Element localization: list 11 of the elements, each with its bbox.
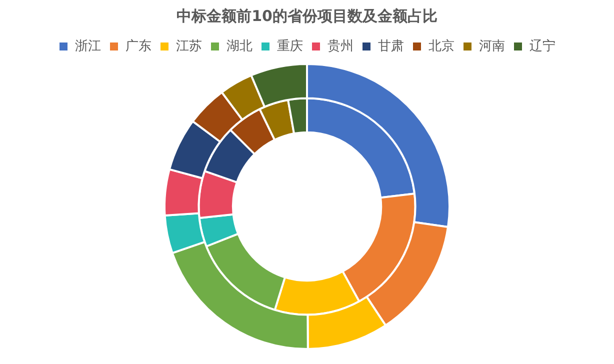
chart-title: 中标金额前10的省份项目数及金额占比	[176, 6, 438, 25]
legend-label: 甘肃	[378, 38, 404, 54]
legend-label: 江苏	[176, 38, 202, 54]
legend-label: 湖北	[226, 38, 252, 54]
legend-label: 河南	[479, 38, 505, 54]
legend-label: 贵州	[328, 38, 354, 54]
legend-label: 重庆	[277, 38, 303, 54]
legend-label: 广东	[126, 38, 152, 54]
legend-label: 浙江	[75, 38, 101, 54]
legend-label: 北京	[428, 38, 454, 54]
legend-label: 辽宁	[530, 38, 556, 54]
